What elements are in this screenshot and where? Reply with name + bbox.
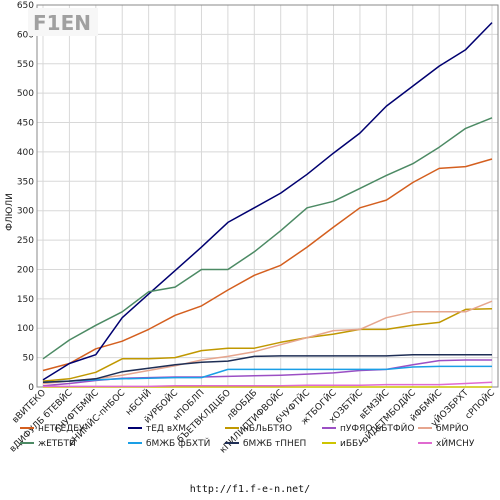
y-axis-label: ФЛЮЛИ	[5, 193, 15, 231]
series-line-4	[42, 300, 493, 385]
y-tick-label: 650	[17, 1, 34, 11]
logo: F1EN	[28, 8, 98, 36]
y-tick-label: 600	[17, 30, 34, 40]
grid	[37, 4, 498, 388]
legend-label: жЕТБТЙ	[38, 437, 76, 449]
legend-item: бМЖБ фБХТЙ	[128, 437, 210, 449]
y-tick-label: 0	[28, 383, 34, 393]
y-tick-label: 200	[17, 265, 34, 275]
legend-item: нЕТГЕДЕУ	[20, 424, 85, 434]
legend-item: нБЛьБТЯО	[225, 424, 292, 434]
legend-label: бМЖБ фБХТЙ	[146, 437, 210, 449]
legend-label: нБЛьБТЯО	[243, 424, 292, 434]
plot-frame	[36, 4, 499, 388]
legend-label: тЕД вХМ	[146, 424, 186, 434]
legend-label: бМЖБ тПНЕП	[243, 439, 306, 449]
series-line-0	[42, 158, 493, 372]
series-line-9	[43, 381, 493, 388]
legend-label: пУФЯО нБТФЙО	[340, 422, 414, 434]
x-tick-label: сРПОЙС	[462, 387, 497, 422]
legend-label: бМРЙО	[436, 422, 469, 434]
series-line-3	[42, 359, 492, 387]
legend-item: бМЖБ тПНЕП	[225, 439, 306, 449]
legend-item: пУФЯО нБТФЙО	[322, 422, 414, 434]
series-lines	[42, 22, 493, 388]
y-tick-label: 400	[17, 148, 34, 158]
legend-item: иББУ	[322, 439, 364, 449]
logo-text: F1EN	[33, 11, 91, 35]
legend-label: иББУ	[340, 439, 364, 449]
y-tick-label: 300	[17, 207, 34, 217]
series-line-6	[42, 365, 492, 384]
legend-item: тЕД вХМ	[128, 424, 186, 434]
legend-item: хЙМСНУ	[418, 437, 475, 449]
y-tick-label: 550	[17, 60, 34, 70]
y-tick-label: 450	[17, 119, 34, 129]
series-line-2	[42, 308, 493, 382]
legend-item: жЕТБТЙ	[20, 437, 76, 449]
legend-label: хЙМСНУ	[436, 437, 475, 449]
footer-url[interactable]: http://f1.f-e-n.net/	[189, 484, 311, 495]
series-line-7	[42, 353, 492, 384]
legend: нЕТГЕДЕУ тЕД вХМ нБЛьБТЯО пУФЯО нБТФЙО бМРЙО…	[20, 422, 475, 449]
series-line-5	[42, 117, 493, 360]
y-tick-label: 150	[17, 295, 34, 305]
y-tick-label: 50	[23, 354, 35, 364]
y-tick-label: 250	[17, 236, 34, 246]
legend-item: бМРЙО	[418, 422, 469, 434]
series-line-1	[42, 22, 493, 381]
legend-label: нЕТГЕДЕУ	[38, 424, 85, 434]
y-tick-label: 500	[17, 89, 34, 99]
y-tick-label: 350	[17, 177, 34, 187]
y-tick-label: 100	[17, 324, 34, 334]
